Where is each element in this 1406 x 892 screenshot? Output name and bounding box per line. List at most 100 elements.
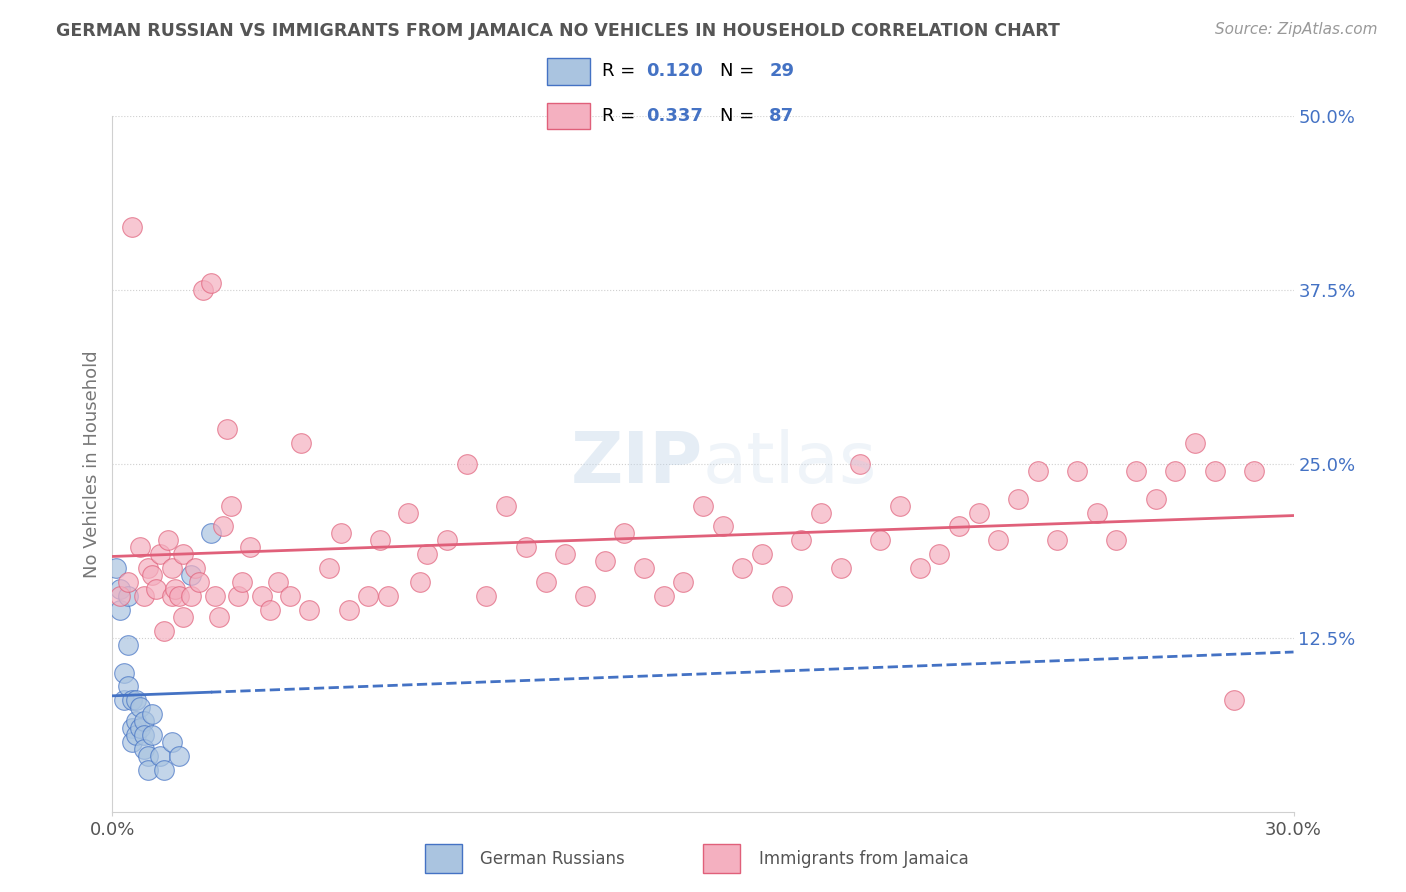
Point: [574, 589, 596, 603]
Text: Source: ZipAtlas.com: Source: ZipAtlas.com: [1215, 22, 1378, 37]
Point: [928, 547, 950, 561]
Point: [534, 575, 557, 590]
Point: [869, 533, 891, 548]
Point: [121, 735, 143, 749]
Point: [160, 561, 183, 575]
Point: [125, 693, 148, 707]
Point: [129, 700, 152, 714]
Point: [156, 533, 179, 548]
Point: [112, 665, 135, 680]
Text: 29: 29: [769, 62, 794, 80]
Point: [215, 422, 238, 436]
Point: [172, 610, 194, 624]
Point: [117, 680, 139, 694]
Point: [337, 603, 360, 617]
Point: [987, 533, 1010, 548]
FancyBboxPatch shape: [703, 844, 740, 873]
Point: [1066, 464, 1088, 478]
Point: [121, 721, 143, 735]
Point: [1164, 464, 1187, 478]
Text: 0.337: 0.337: [645, 107, 703, 125]
Text: atlas: atlas: [703, 429, 877, 499]
Text: GERMAN RUSSIAN VS IMMIGRANTS FROM JAMAICA NO VEHICLES IN HOUSEHOLD CORRELATION C: GERMAN RUSSIAN VS IMMIGRANTS FROM JAMAIC…: [56, 22, 1060, 40]
Point: [368, 533, 391, 548]
Point: [165, 582, 187, 596]
Point: [396, 506, 419, 520]
Point: [250, 589, 273, 603]
Point: [810, 506, 832, 520]
Point: [117, 575, 139, 590]
Point: [436, 533, 458, 548]
Point: [172, 547, 194, 561]
Point: [208, 610, 231, 624]
Point: [711, 519, 734, 533]
Point: [110, 603, 132, 617]
Point: [132, 714, 155, 729]
Point: [633, 561, 655, 575]
Point: [169, 589, 191, 603]
Point: [160, 735, 183, 749]
Text: ZIP: ZIP: [571, 429, 703, 499]
FancyBboxPatch shape: [547, 58, 591, 85]
Point: [267, 575, 290, 590]
Point: [259, 603, 281, 617]
Text: N =: N =: [720, 62, 759, 80]
Point: [770, 589, 793, 603]
Point: [132, 742, 155, 756]
Point: [129, 541, 152, 555]
Point: [790, 533, 813, 548]
Point: [145, 582, 167, 596]
FancyBboxPatch shape: [547, 103, 591, 129]
Y-axis label: No Vehicles in Household: No Vehicles in Household: [83, 350, 101, 578]
Point: [110, 582, 132, 596]
Point: [751, 547, 773, 561]
Point: [200, 526, 222, 541]
Point: [136, 561, 159, 575]
Point: [211, 519, 233, 533]
Point: [231, 575, 253, 590]
Point: [110, 589, 132, 603]
Point: [948, 519, 970, 533]
Point: [849, 457, 872, 471]
FancyBboxPatch shape: [425, 844, 461, 873]
Point: [136, 763, 159, 777]
Point: [967, 506, 990, 520]
Point: [672, 575, 695, 590]
Point: [180, 589, 202, 603]
Point: [416, 547, 439, 561]
Point: [298, 603, 321, 617]
Point: [169, 749, 191, 764]
Point: [908, 561, 931, 575]
Point: [121, 693, 143, 707]
Point: [136, 749, 159, 764]
Text: N =: N =: [720, 107, 759, 125]
Point: [731, 561, 754, 575]
Point: [191, 283, 214, 297]
Point: [105, 561, 128, 575]
Point: [204, 589, 226, 603]
Point: [1125, 464, 1147, 478]
Point: [593, 554, 616, 568]
Point: [456, 457, 478, 471]
Point: [117, 589, 139, 603]
Point: [554, 547, 576, 561]
Point: [1007, 491, 1029, 506]
Point: [141, 568, 163, 582]
Point: [1026, 464, 1049, 478]
Point: [515, 541, 537, 555]
Point: [184, 561, 207, 575]
Point: [228, 589, 250, 603]
Point: [1085, 506, 1108, 520]
Text: Immigrants from Jamaica: Immigrants from Jamaica: [759, 849, 969, 868]
Point: [889, 499, 911, 513]
Point: [180, 568, 202, 582]
Point: [132, 589, 155, 603]
Text: R =: R =: [602, 107, 641, 125]
Point: [1223, 693, 1246, 707]
Point: [357, 589, 380, 603]
Point: [1243, 464, 1265, 478]
Text: 0.120: 0.120: [645, 62, 703, 80]
Text: R =: R =: [602, 62, 641, 80]
Point: [112, 693, 135, 707]
Point: [188, 575, 211, 590]
